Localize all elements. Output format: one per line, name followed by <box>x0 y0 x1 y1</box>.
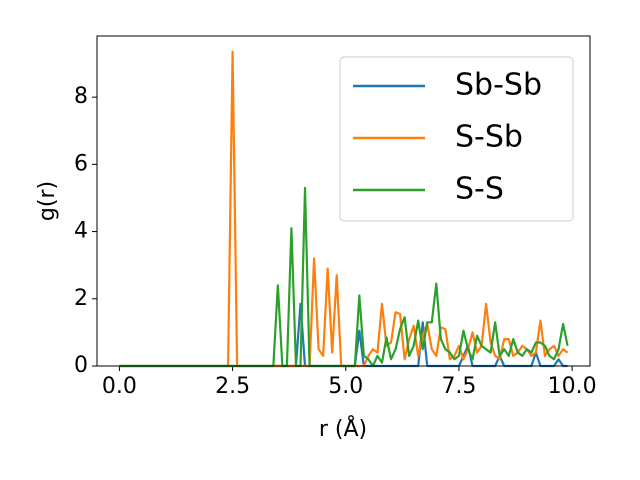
legend-label: S-Sb <box>455 120 523 155</box>
x-tick-label: 5.0 <box>328 374 363 399</box>
y-tick-label: 6 <box>74 151 88 176</box>
plot-frame <box>96 35 591 367</box>
y-tick-label: 0 <box>74 353 88 378</box>
legend-label: S-S <box>455 172 504 207</box>
y-tick-label: 4 <box>74 219 88 244</box>
y-tick-label: 8 <box>74 84 88 109</box>
x-axis-label: r (Å) <box>319 415 367 442</box>
x-tick-label: 10.0 <box>548 374 597 399</box>
legend-label: Sb-Sb <box>455 68 542 103</box>
x-tick-label: 0.0 <box>102 374 137 399</box>
x-tick-label: 2.5 <box>215 374 250 399</box>
legend-box <box>339 56 574 222</box>
y-axis-label: g(r) <box>35 181 60 221</box>
y-tick-label: 2 <box>74 286 88 311</box>
x-tick-label: 7.5 <box>441 374 476 399</box>
